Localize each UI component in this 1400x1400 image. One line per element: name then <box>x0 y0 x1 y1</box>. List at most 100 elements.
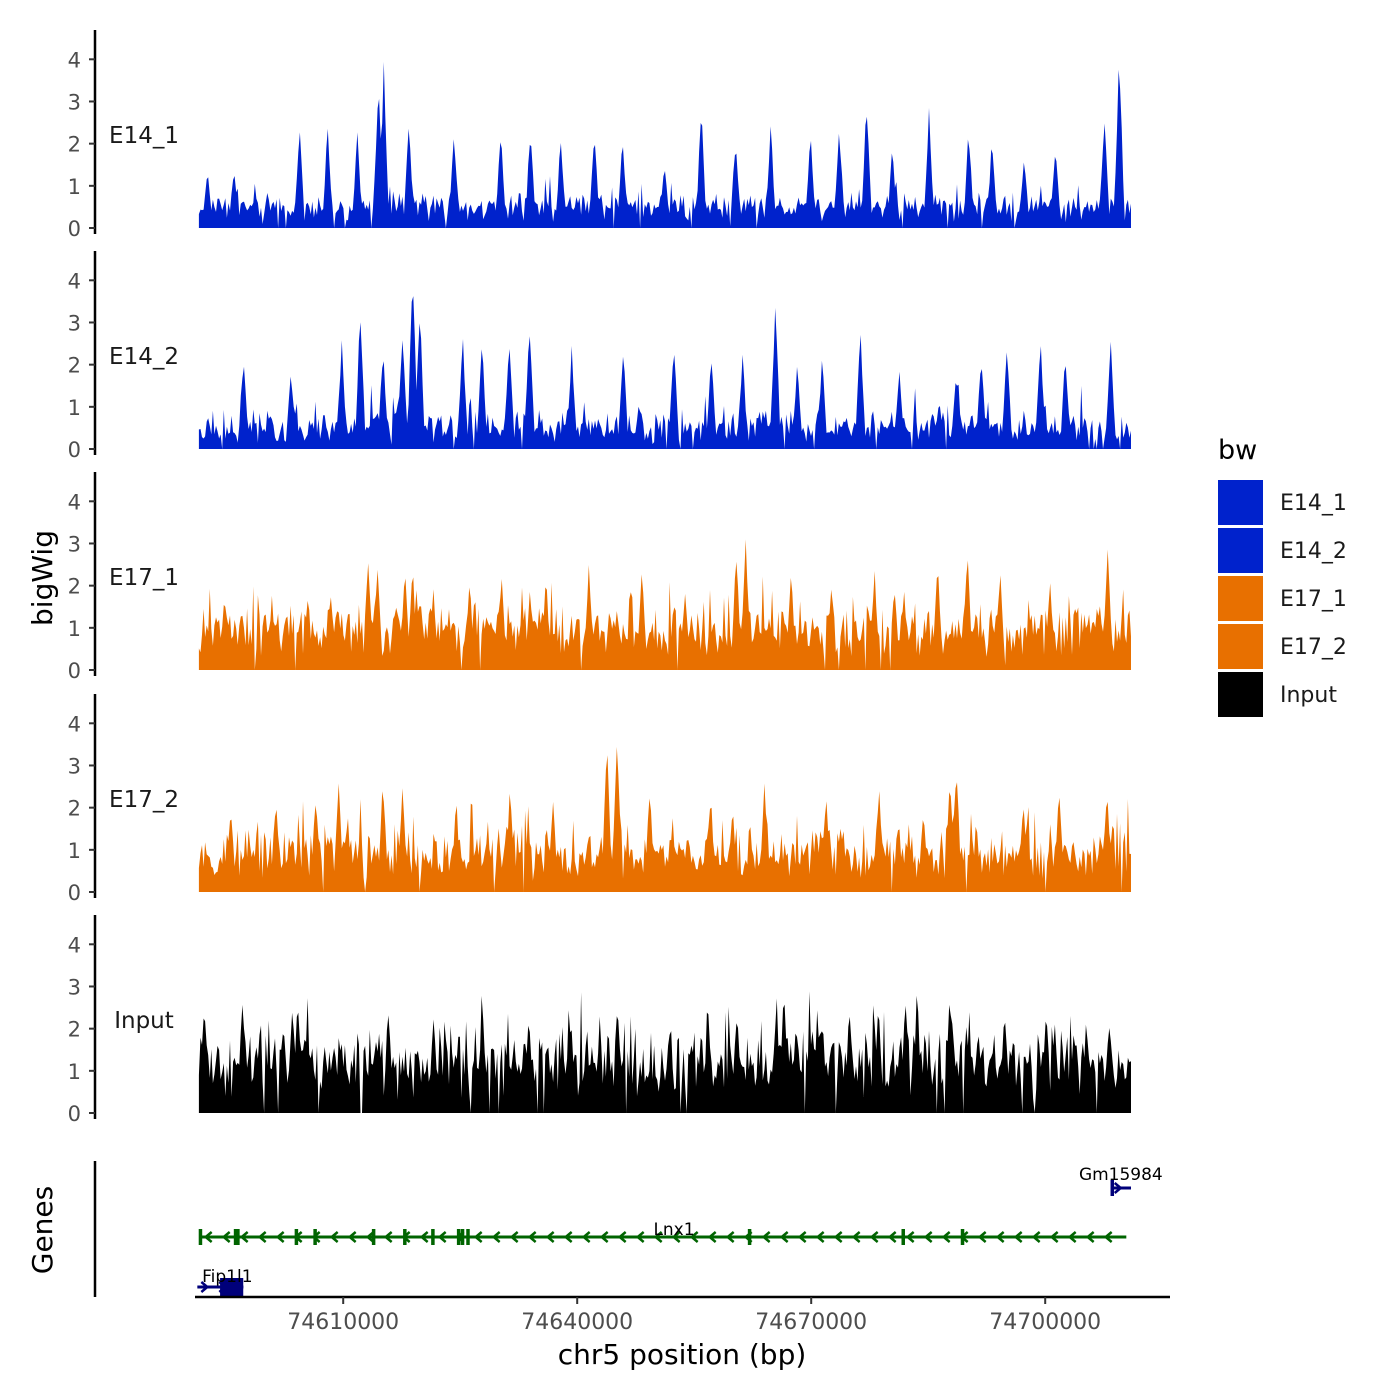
track-e17-1: 0 1 2 3 4 E17_1 <box>68 472 1131 683</box>
strand-arrow <box>1113 1182 1123 1194</box>
strand-arrow <box>923 1231 933 1243</box>
y-tick-label: 0 <box>68 438 81 462</box>
strand-arrow <box>815 1231 825 1243</box>
strand-arrow <box>761 1231 771 1243</box>
y-tick-label: 3 <box>68 532 81 556</box>
strand-arrow <box>1013 1231 1023 1243</box>
y-tick-label: 4 <box>68 48 81 72</box>
strand-arrow <box>635 1231 645 1243</box>
y-tick-label: 2 <box>68 354 81 378</box>
gene-label: Gm15984 <box>1079 1165 1163 1185</box>
gene-label: Lnx1 <box>653 1220 694 1240</box>
strand-arrow <box>653 1231 663 1243</box>
y-tick-label: 3 <box>68 975 81 999</box>
track-input: 0 1 2 3 4 Input <box>68 915 1131 1126</box>
y-tick-label: 1 <box>68 175 81 199</box>
signal-area <box>198 61 1131 229</box>
gene-exon <box>294 1229 299 1245</box>
signal-tracks: 0 1 2 3 4 E14_1 0 1 2 3 4 E14_2 0 1 2 3 4 E17_1 0 1 2 3 4 E17_2… <box>68 30 1131 1126</box>
strand-arrow <box>473 1231 483 1243</box>
strand-arrow <box>725 1231 735 1243</box>
strand-arrow <box>545 1231 555 1243</box>
gene-exon <box>747 1229 752 1245</box>
track-label: E17_1 <box>109 565 179 591</box>
y-tick-label: 1 <box>68 839 81 863</box>
strand-arrow <box>995 1231 1005 1243</box>
gene-lnx1: Lnx1 <box>198 1220 1127 1245</box>
legend-entry: E17_2 <box>1218 624 1347 669</box>
signal-area <box>198 991 1131 1113</box>
gene-exon <box>236 1229 240 1245</box>
strand-arrow <box>221 1231 231 1243</box>
gene-exon <box>456 1229 461 1245</box>
y-axis-label: bigWig <box>26 530 59 626</box>
legend-entry: Input <box>1218 672 1337 717</box>
legend-key <box>1218 528 1263 573</box>
strand-arrow <box>617 1231 627 1243</box>
legend-key <box>1218 624 1263 669</box>
legend-label: E14_1 <box>1280 491 1347 516</box>
strand-arrow <box>671 1231 681 1243</box>
track-label: E17_2 <box>109 787 179 813</box>
legend-label: Input <box>1280 683 1337 708</box>
strand-arrow <box>437 1231 447 1243</box>
strand-arrow <box>1103 1231 1113 1243</box>
track-e14-2: 0 1 2 3 4 E14_2 <box>68 251 1131 462</box>
y-tick-label: 0 <box>68 217 81 241</box>
y-tick-label: 1 <box>68 617 81 641</box>
y-tick-label: 2 <box>68 797 81 821</box>
gene-exon <box>466 1229 470 1245</box>
x-axis-label: chr5 position (bp) <box>558 1338 807 1371</box>
strand-arrow <box>275 1231 285 1243</box>
y-tick-label: 4 <box>68 712 81 736</box>
track-label: Input <box>114 1008 174 1034</box>
strand-arrow <box>365 1231 375 1243</box>
signal-area <box>198 296 1131 449</box>
gene-exon <box>403 1229 407 1245</box>
gene-exon <box>313 1229 317 1245</box>
legend-entry: E17_1 <box>1218 576 1347 621</box>
legend-title: bw <box>1218 435 1257 466</box>
gene-exon <box>220 1278 227 1296</box>
y-tick-label: 1 <box>68 396 81 420</box>
gene-exon <box>224 1278 231 1296</box>
strand-arrow <box>257 1231 267 1243</box>
x-tick-label: 74610000 <box>287 1310 399 1335</box>
y-tick-label: 0 <box>68 1102 81 1126</box>
strand-arrow <box>887 1231 897 1243</box>
gene-exon <box>198 1229 203 1245</box>
x-axis: 74610000 74640000 74670000 74700000 <box>195 1295 1170 1335</box>
y-tick-label: 0 <box>68 881 81 905</box>
track-label: E14_2 <box>109 344 179 370</box>
gene-gm15984: Gm15984 <box>1079 1165 1163 1196</box>
signal-area <box>198 746 1131 892</box>
gene-exon <box>229 1278 236 1296</box>
strand-arrow <box>905 1231 915 1243</box>
strand-arrow <box>563 1231 573 1243</box>
gene-exon <box>431 1229 435 1245</box>
legend-label: E17_2 <box>1280 635 1347 660</box>
y-tick-label: 4 <box>68 269 81 293</box>
legend-key <box>1218 672 1263 717</box>
strand-arrow <box>527 1231 537 1243</box>
gene-exon <box>371 1229 376 1245</box>
legend-entry: E14_1 <box>1218 480 1347 525</box>
y-tick-label: 4 <box>68 933 81 957</box>
strand-arrow <box>581 1231 591 1243</box>
gene-exon <box>901 1229 905 1245</box>
y-tick-label: 2 <box>68 1018 81 1042</box>
gene-exon <box>233 1278 240 1296</box>
legend-entry: E14_2 <box>1218 528 1347 573</box>
strand-arrow <box>779 1231 789 1243</box>
strand-arrow <box>347 1231 357 1243</box>
strand-arrow <box>869 1231 879 1243</box>
strand-arrow <box>599 1231 609 1243</box>
x-tick-label: 74700000 <box>989 1310 1101 1335</box>
gene-fip1l1: Fip1l1 <box>197 1267 253 1296</box>
y-tick-label: 1 <box>68 1060 81 1084</box>
y-tick-label: 3 <box>68 311 81 335</box>
strand-arrow <box>1049 1231 1059 1243</box>
genes-track: Lnx1 Gm15984 Fip1l1 <box>93 1161 1163 1297</box>
strand-arrow <box>491 1231 501 1243</box>
